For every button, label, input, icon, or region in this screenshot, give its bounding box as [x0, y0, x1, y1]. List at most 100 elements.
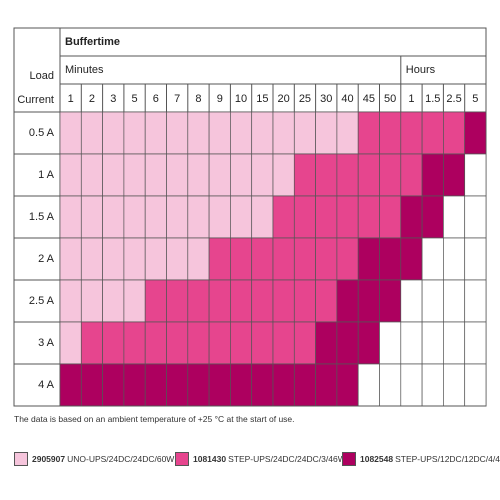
cell-r2-c2 — [102, 195, 125, 239]
column-label-min-6: 6 — [153, 93, 159, 105]
cell-r5-c0 — [59, 321, 82, 365]
cell-r4-c5 — [166, 279, 189, 323]
cell-r2-c0 — [59, 195, 82, 239]
cell-r5-c15 — [379, 321, 402, 365]
cell-r6-c5 — [166, 363, 189, 407]
cell-r6-c3 — [123, 363, 146, 407]
cell-r0-c2 — [102, 111, 125, 155]
cell-r4-c4 — [144, 279, 167, 323]
cell-r5-c14 — [357, 321, 380, 365]
cell-r4-c7 — [208, 279, 231, 323]
cell-r1-c11 — [293, 153, 316, 197]
cell-r6-c7 — [208, 363, 231, 407]
cell-r3-c15 — [379, 237, 402, 281]
cell-r5-c17 — [421, 321, 444, 365]
cell-r2-c1 — [80, 195, 103, 239]
cell-r0-c3 — [123, 111, 146, 155]
cell-r2-c18 — [443, 195, 466, 239]
cell-r1-c5 — [166, 153, 189, 197]
legend-code-3: 1082548 — [360, 454, 394, 464]
cell-r3-c9 — [251, 237, 274, 281]
cell-r4-c2 — [102, 279, 125, 323]
cell-r0-c16 — [400, 111, 423, 155]
cell-r4-c13 — [336, 279, 359, 323]
cell-r3-c10 — [272, 237, 295, 281]
cell-r6-c19 — [464, 363, 487, 407]
cell-r2-c16 — [400, 195, 423, 239]
cell-r5-c9 — [251, 321, 274, 365]
cell-r6-c14 — [357, 363, 380, 407]
header-current: Current — [17, 94, 54, 106]
cell-r1-c13 — [336, 153, 359, 197]
column-label-min-3: 3 — [110, 93, 116, 105]
row-label-1.5a: 1.5 A — [29, 211, 55, 223]
header-load: Load — [30, 70, 54, 82]
header-buffertime: Buffertime — [65, 36, 120, 48]
cell-r6-c6 — [187, 363, 210, 407]
cell-r2-c17 — [421, 195, 444, 239]
cell-r4-c3 — [123, 279, 146, 323]
cell-r5-c11 — [293, 321, 316, 365]
legend-name-3: STEP-UPS/12DC/12DC/4/46W — [395, 454, 500, 464]
cell-r0-c4 — [144, 111, 167, 155]
cell-r4-c14 — [357, 279, 380, 323]
cell-r0-c1 — [80, 111, 103, 155]
cell-r5-c3 — [123, 321, 146, 365]
row-label-1a: 1 A — [38, 169, 55, 181]
cell-r0-c18 — [443, 111, 466, 155]
cell-r3-c3 — [123, 237, 146, 281]
cell-r4-c11 — [293, 279, 316, 323]
cell-r6-c10 — [272, 363, 295, 407]
column-label-min-8: 8 — [195, 93, 201, 105]
cell-r2-c4 — [144, 195, 167, 239]
cell-r2-c13 — [336, 195, 359, 239]
cell-r2-c5 — [166, 195, 189, 239]
column-label-hr-1: 1 — [408, 93, 414, 105]
column-label-min-2: 2 — [89, 93, 95, 105]
cell-r1-c15 — [379, 153, 402, 197]
cell-r3-c13 — [336, 237, 359, 281]
row-label-0.5a: 0.5 A — [29, 127, 55, 139]
cell-r6-c0 — [59, 363, 82, 407]
cell-r4-c17 — [421, 279, 444, 323]
cell-r3-c7 — [208, 237, 231, 281]
cell-r6-c16 — [400, 363, 423, 407]
cell-r5-c1 — [80, 321, 103, 365]
cell-r4-c1 — [80, 279, 103, 323]
cell-r3-c2 — [102, 237, 125, 281]
cell-r6-c15 — [379, 363, 402, 407]
cell-r6-c18 — [443, 363, 466, 407]
cell-r1-c9 — [251, 153, 274, 197]
cell-r5-c18 — [443, 321, 466, 365]
cell-r1-c19 — [464, 153, 487, 197]
cell-r0-c5 — [166, 111, 189, 155]
cell-r4-c18 — [443, 279, 466, 323]
row-label-3a: 3 A — [38, 337, 55, 349]
cell-r3-c6 — [187, 237, 210, 281]
cell-r1-c10 — [272, 153, 295, 197]
column-label-min-1: 1 — [68, 93, 74, 105]
cell-r2-c12 — [315, 195, 338, 239]
cell-r5-c7 — [208, 321, 231, 365]
cell-r4-c9 — [251, 279, 274, 323]
cell-r5-c8 — [230, 321, 253, 365]
legend-code-1: 2905907 — [32, 454, 66, 464]
cell-r1-c1 — [80, 153, 103, 197]
cell-r1-c0 — [59, 153, 82, 197]
cell-r4-c6 — [187, 279, 210, 323]
legend-item-3: 1082548 STEP-UPS/12DC/12DC/4/46W — [342, 452, 500, 466]
cell-r5-c13 — [336, 321, 359, 365]
cell-r0-c10 — [272, 111, 295, 155]
legend-swatch-1 — [14, 452, 28, 466]
cell-r1-c17 — [421, 153, 444, 197]
cell-r6-c12 — [315, 363, 338, 407]
cell-r2-c6 — [187, 195, 210, 239]
cell-r0-c17 — [421, 111, 444, 155]
cell-r4-c19 — [464, 279, 487, 323]
cell-r5-c19 — [464, 321, 487, 365]
cell-r6-c2 — [102, 363, 125, 407]
column-label-min-5: 5 — [131, 93, 137, 105]
cell-r2-c8 — [230, 195, 253, 239]
legend-swatch-2 — [175, 452, 189, 466]
cell-r0-c6 — [187, 111, 210, 155]
